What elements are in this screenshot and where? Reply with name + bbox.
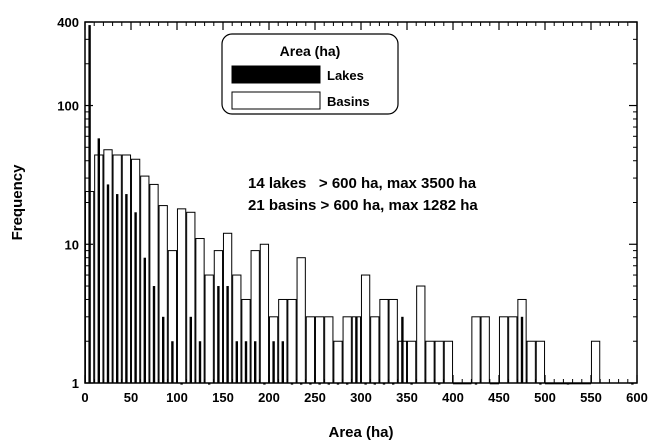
lakes-bar [134, 212, 137, 383]
basins-bar [296, 257, 306, 384]
x-tick-label: 500 [534, 390, 556, 405]
x-axis-title: Area (ha) [328, 424, 393, 441]
lakes-bar [309, 383, 312, 385]
annotation-lakes: 14 lakes > 600 ha, max 3500 ha [248, 175, 477, 192]
lakes-bar [355, 316, 358, 383]
basins-bar [314, 316, 325, 384]
lakes-bar [198, 341, 202, 383]
lakes-bar [520, 316, 524, 383]
y-tick-label: 100 [57, 99, 79, 114]
lakes-bar [318, 383, 321, 385]
basins-bar [471, 316, 481, 384]
lakes-bar [235, 341, 238, 383]
basins-bar [535, 340, 546, 384]
lakes-bar [244, 341, 248, 383]
lakes-bar [392, 383, 395, 385]
y-axis-title: Frequency [9, 164, 26, 241]
x-tick-label: 600 [626, 390, 648, 405]
lakes-bar [171, 341, 174, 383]
x-tick-label: 450 [488, 390, 510, 405]
lakes-bar [226, 286, 229, 383]
lakes-bars [88, 25, 634, 385]
legend-title: Area (ha) [280, 43, 341, 59]
lakes-bar [401, 316, 404, 383]
legend-label-basins: Basins [327, 94, 370, 109]
basins-bar [425, 340, 435, 384]
basins-bar [480, 316, 490, 384]
basins-bar [498, 316, 509, 384]
legend: Area (ha) Lakes Basins [221, 33, 399, 115]
basins-bar [305, 316, 316, 384]
lakes-bar [364, 383, 367, 385]
lakes-bar [438, 383, 441, 385]
lakes-bar [346, 383, 349, 385]
basins-bar [324, 316, 334, 384]
basins-bar [388, 298, 398, 384]
lakes-bar [263, 383, 266, 385]
lakes-bar [143, 257, 146, 383]
basins-bar [406, 340, 417, 384]
basins-bar [176, 208, 187, 384]
basins-bar [342, 316, 352, 384]
lakes-bar [217, 286, 220, 383]
basins-bar [434, 340, 444, 384]
lakes-bar [566, 383, 570, 385]
basins-bar [379, 298, 389, 384]
basins-bar [287, 298, 297, 384]
basins-bar [416, 285, 426, 384]
lakes-bar [373, 383, 376, 385]
x-tick-label: 200 [258, 390, 280, 405]
legend-swatch-basins [231, 91, 321, 110]
basins-bar [370, 316, 380, 384]
lakes-bar [410, 383, 413, 385]
basins-bar [360, 274, 371, 384]
basins-bar [333, 340, 343, 384]
lakes-bar [152, 286, 156, 383]
x-tick-label: 0 [81, 390, 88, 405]
lakes-bar [300, 383, 303, 385]
basins-bar [508, 316, 518, 384]
lakes-bar [539, 383, 542, 385]
lakes-bar [180, 383, 183, 385]
lakes-bar [272, 341, 275, 383]
x-tick-label: 400 [442, 390, 464, 405]
legend-label-lakes: Lakes [327, 68, 364, 83]
y-tick-label: 1 [72, 376, 79, 391]
lakes-bar [382, 383, 386, 385]
legend-swatch-lakes [231, 65, 321, 84]
lakes-bar [88, 25, 91, 384]
x-tick-label: 550 [580, 390, 602, 405]
lakes-bar [474, 383, 478, 385]
x-tick-label: 100 [166, 390, 188, 405]
lakes-bar [125, 194, 128, 383]
lakes-bar [97, 138, 100, 383]
x-tick-label: 150 [212, 390, 234, 405]
basins-bar [204, 274, 214, 384]
x-tick-label: 50 [124, 390, 138, 405]
y-axis: 1 10 100 400 [57, 15, 637, 391]
lakes-bar [281, 341, 284, 383]
lakes-bar [116, 194, 119, 383]
lakes-bar [336, 383, 340, 385]
basins-bar [526, 340, 536, 384]
annotation-basins: 21 basins > 600 ha, max 1282 ha [248, 197, 478, 214]
lakes-bar [162, 316, 165, 383]
lakes-bar [189, 316, 192, 383]
lakes-bar [106, 184, 110, 383]
basins-bar [443, 340, 454, 384]
x-tick-label: 250 [304, 390, 326, 405]
lakes-bar [208, 383, 211, 385]
basins-bar [259, 243, 270, 384]
x-tick-label: 300 [350, 390, 372, 405]
y-tick-label: 400 [57, 15, 79, 30]
y-tick-label: 10 [65, 237, 79, 252]
lakes-bar [631, 383, 634, 385]
lakes-bar [290, 383, 294, 385]
x-axis: 0 50 100 150 200 250 300 350 400 450 500 550 600 [81, 22, 648, 405]
basins-bar [590, 340, 601, 384]
lakes-bar [254, 341, 257, 383]
lakes-bar [327, 383, 330, 385]
x-tick-label: 350 [396, 390, 418, 405]
